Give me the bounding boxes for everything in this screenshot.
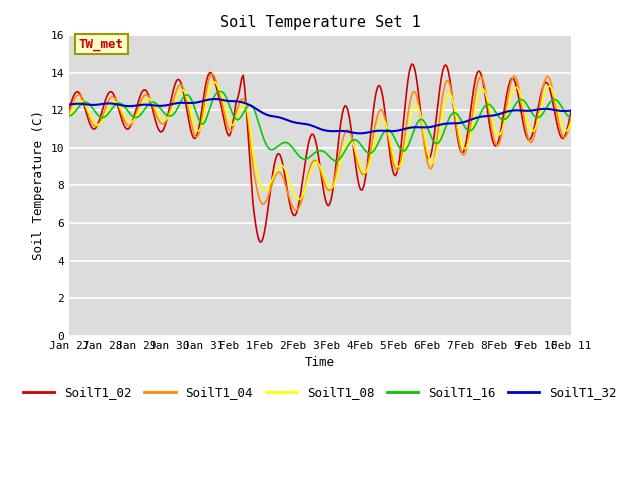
SoilT1_02: [159, 129, 166, 134]
SoilT1_16: [159, 108, 166, 114]
Line: SoilT1_08: SoilT1_08: [69, 82, 571, 199]
SoilT1_08: [295, 196, 303, 202]
Title: Soil Temperature Set 1: Soil Temperature Set 1: [220, 15, 420, 30]
SoilT1_16: [354, 138, 362, 144]
SoilT1_16: [65, 113, 73, 119]
SoilT1_04: [371, 127, 378, 132]
SoilT1_32: [567, 108, 575, 113]
SoilT1_08: [354, 156, 362, 161]
SoilT1_08: [79, 99, 86, 105]
SoilT1_16: [371, 147, 378, 153]
Legend: SoilT1_02, SoilT1_04, SoilT1_08, SoilT1_16, SoilT1_32: SoilT1_02, SoilT1_04, SoilT1_08, SoilT1_…: [18, 382, 622, 405]
Text: TW_met: TW_met: [79, 37, 124, 51]
SoilT1_32: [79, 101, 86, 107]
SoilT1_02: [256, 239, 264, 245]
SoilT1_32: [212, 96, 220, 102]
SoilT1_16: [509, 107, 516, 112]
SoilT1_32: [509, 108, 516, 113]
SoilT1_02: [408, 61, 416, 67]
SoilT1_04: [209, 72, 216, 77]
SoilT1_16: [381, 128, 389, 133]
SoilT1_04: [65, 110, 73, 116]
SoilT1_16: [332, 158, 339, 164]
SoilT1_02: [65, 108, 73, 113]
Line: SoilT1_04: SoilT1_04: [69, 74, 571, 210]
SoilT1_08: [509, 89, 516, 95]
SoilT1_02: [380, 103, 388, 109]
SoilT1_08: [381, 120, 389, 126]
SoilT1_02: [353, 167, 360, 173]
SoilT1_04: [79, 96, 86, 102]
SoilT1_04: [292, 207, 300, 213]
SoilT1_04: [509, 75, 516, 81]
SoilT1_32: [353, 130, 360, 136]
SoilT1_02: [369, 110, 377, 116]
SoilT1_08: [65, 114, 73, 120]
X-axis label: Time: Time: [305, 356, 335, 369]
SoilT1_04: [354, 159, 362, 165]
SoilT1_08: [159, 117, 166, 122]
SoilT1_16: [567, 115, 575, 120]
SoilT1_08: [567, 119, 575, 125]
Line: SoilT1_02: SoilT1_02: [69, 64, 571, 242]
Line: SoilT1_16: SoilT1_16: [69, 92, 571, 161]
SoilT1_32: [159, 103, 166, 108]
SoilT1_32: [371, 128, 378, 134]
SoilT1_32: [65, 102, 73, 108]
SoilT1_32: [356, 131, 364, 136]
SoilT1_02: [567, 108, 575, 113]
Y-axis label: Soil Temperature (C): Soil Temperature (C): [32, 110, 45, 261]
SoilT1_08: [371, 140, 378, 146]
SoilT1_02: [509, 75, 516, 81]
SoilT1_04: [567, 114, 575, 120]
SoilT1_04: [381, 119, 389, 124]
Line: SoilT1_32: SoilT1_32: [69, 99, 571, 133]
SoilT1_02: [79, 98, 86, 104]
SoilT1_32: [381, 128, 389, 134]
SoilT1_04: [159, 121, 166, 127]
SoilT1_16: [79, 100, 86, 106]
SoilT1_16: [217, 89, 225, 95]
SoilT1_08: [210, 79, 218, 84]
